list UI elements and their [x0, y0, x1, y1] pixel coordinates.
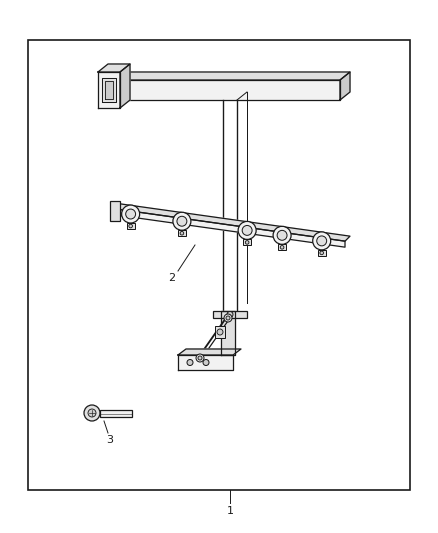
- Circle shape: [180, 231, 184, 235]
- Circle shape: [173, 212, 191, 230]
- Polygon shape: [221, 311, 235, 355]
- Bar: [215, 326, 225, 338]
- Polygon shape: [120, 72, 350, 80]
- Circle shape: [126, 209, 136, 219]
- Circle shape: [320, 251, 324, 255]
- Circle shape: [88, 409, 96, 417]
- Polygon shape: [105, 81, 113, 99]
- Bar: [278, 244, 286, 251]
- Circle shape: [177, 216, 187, 226]
- Circle shape: [122, 205, 140, 223]
- Text: 3: 3: [106, 435, 113, 445]
- Circle shape: [277, 230, 287, 240]
- Bar: [318, 250, 326, 256]
- Polygon shape: [340, 72, 350, 100]
- Polygon shape: [102, 78, 116, 102]
- Circle shape: [273, 227, 291, 244]
- Circle shape: [242, 225, 252, 236]
- Circle shape: [224, 314, 232, 322]
- Circle shape: [245, 240, 249, 244]
- Circle shape: [203, 359, 209, 366]
- Bar: [127, 223, 134, 229]
- Circle shape: [238, 221, 256, 239]
- Bar: [213, 311, 247, 318]
- Circle shape: [198, 356, 202, 360]
- Circle shape: [227, 311, 233, 318]
- Circle shape: [129, 224, 132, 228]
- Bar: [28, 40, 410, 490]
- Circle shape: [313, 232, 331, 250]
- Circle shape: [217, 329, 223, 335]
- Polygon shape: [178, 349, 241, 355]
- Text: 2: 2: [169, 273, 176, 283]
- Polygon shape: [112, 208, 345, 247]
- Polygon shape: [112, 204, 350, 241]
- Polygon shape: [120, 64, 130, 108]
- Circle shape: [226, 316, 230, 320]
- Circle shape: [84, 405, 100, 421]
- Polygon shape: [178, 355, 233, 370]
- Polygon shape: [120, 80, 340, 100]
- Text: 1: 1: [226, 506, 233, 516]
- Bar: [100, 409, 132, 416]
- Circle shape: [317, 236, 327, 246]
- Circle shape: [280, 246, 284, 249]
- Circle shape: [196, 354, 204, 362]
- Bar: [243, 239, 251, 245]
- Bar: [178, 230, 186, 236]
- Polygon shape: [98, 72, 120, 108]
- Circle shape: [187, 359, 193, 366]
- Polygon shape: [98, 64, 130, 72]
- Bar: [110, 201, 120, 221]
